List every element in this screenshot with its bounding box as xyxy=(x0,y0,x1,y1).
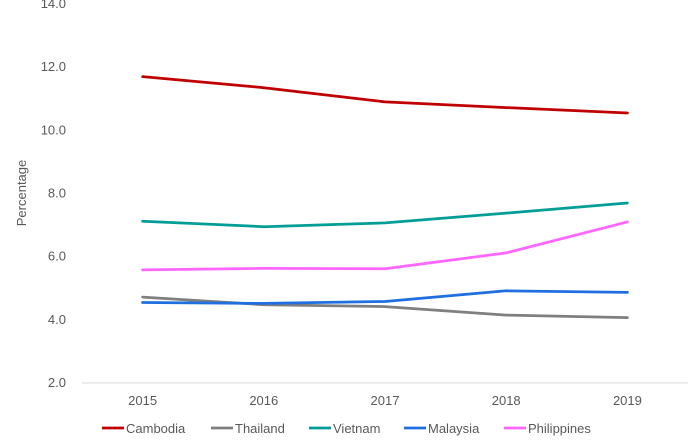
y-tick-label: 14.0 xyxy=(41,0,66,11)
x-tick-label: 2019 xyxy=(613,393,642,408)
y-tick-label: 2.0 xyxy=(48,375,66,390)
x-tick-label: 2016 xyxy=(249,393,278,408)
series-line-philippines xyxy=(141,220,629,272)
x-tick-label: 2017 xyxy=(371,393,400,408)
y-tick-label: 10.0 xyxy=(41,122,66,137)
series-line-cambodia xyxy=(141,75,629,115)
x-tick-label: 2018 xyxy=(492,393,521,408)
x-tick-label: 2015 xyxy=(128,393,157,408)
legend-label-malaysia: Malaysia xyxy=(428,421,480,436)
legend-label-cambodia: Cambodia xyxy=(126,421,186,436)
y-tick-label: 8.0 xyxy=(48,186,66,201)
y-axis-label: Percentage xyxy=(14,160,29,227)
series-line-malaysia xyxy=(141,289,629,305)
legend-label-vietnam: Vietnam xyxy=(333,421,380,436)
legend-label-thailand: Thailand xyxy=(235,421,285,436)
y-tick-label: 12.0 xyxy=(41,59,66,74)
y-tick-label: 4.0 xyxy=(48,312,66,327)
legend-label-philippines: Philippines xyxy=(528,421,591,436)
series-line-vietnam xyxy=(141,201,629,229)
y-tick-label: 6.0 xyxy=(48,249,66,264)
